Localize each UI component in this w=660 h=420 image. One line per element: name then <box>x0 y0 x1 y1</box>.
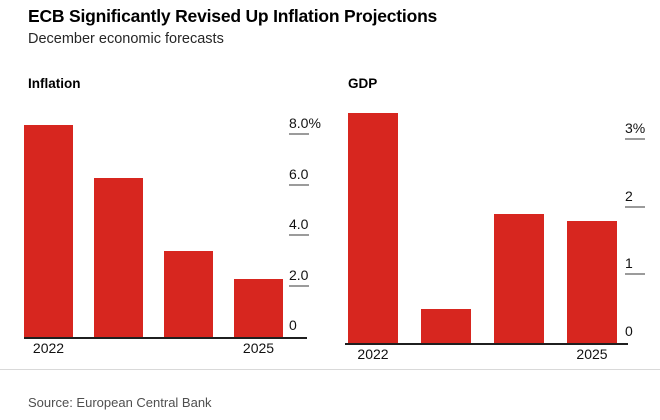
y-axis-tick-mark <box>625 273 645 275</box>
x-axis-tick-label: 2025 <box>576 346 608 362</box>
source-note: Source: European Central Bank <box>28 395 212 410</box>
y-axis-tick-label: 1 <box>625 255 633 271</box>
x-axis-tick-label: 2025 <box>242 340 275 356</box>
y-axis-tick-mark <box>289 184 309 186</box>
bar-2022 <box>24 125 73 337</box>
x-axis-tick-label: 2022 <box>357 346 389 362</box>
y-axis-tick-label: 4.0 <box>289 216 309 232</box>
bar-2024 <box>164 251 213 337</box>
page-title: ECB Significantly Revised Up Inflation P… <box>28 6 438 26</box>
x-axis-tick-label: 2022 <box>32 340 65 356</box>
y-axis-tick-label: 3% <box>625 120 646 136</box>
y-axis-tick-label: 0 <box>625 323 633 339</box>
y-axis-tick-mark <box>625 138 645 140</box>
gdp-chart-label: GDP <box>348 76 378 91</box>
x-axis-line <box>24 337 307 339</box>
y-axis-tick-label: 2 <box>625 188 633 204</box>
y-axis-tick-mark <box>625 206 645 208</box>
footer-divider <box>0 369 660 370</box>
y-axis-tick-label: 8.0% <box>289 115 321 131</box>
y-axis-tick-label: 2.0 <box>289 267 309 283</box>
bar-2023 <box>421 309 471 343</box>
bar-2023 <box>94 178 143 337</box>
inflation-chart-label: Inflation <box>28 76 81 91</box>
y-axis-tick-mark <box>289 285 309 287</box>
y-axis-tick-mark <box>289 133 309 135</box>
bar-2022 <box>348 113 398 343</box>
bar-2024 <box>494 214 544 343</box>
y-axis-tick-label: 6.0 <box>289 166 309 182</box>
page-subtitle: December economic forecasts <box>28 31 224 47</box>
y-axis-tick-label: 0 <box>289 317 297 333</box>
x-axis-line <box>345 343 628 345</box>
bar-2025 <box>234 279 283 337</box>
y-axis-tick-mark <box>289 234 309 236</box>
bar-2025 <box>567 221 617 343</box>
